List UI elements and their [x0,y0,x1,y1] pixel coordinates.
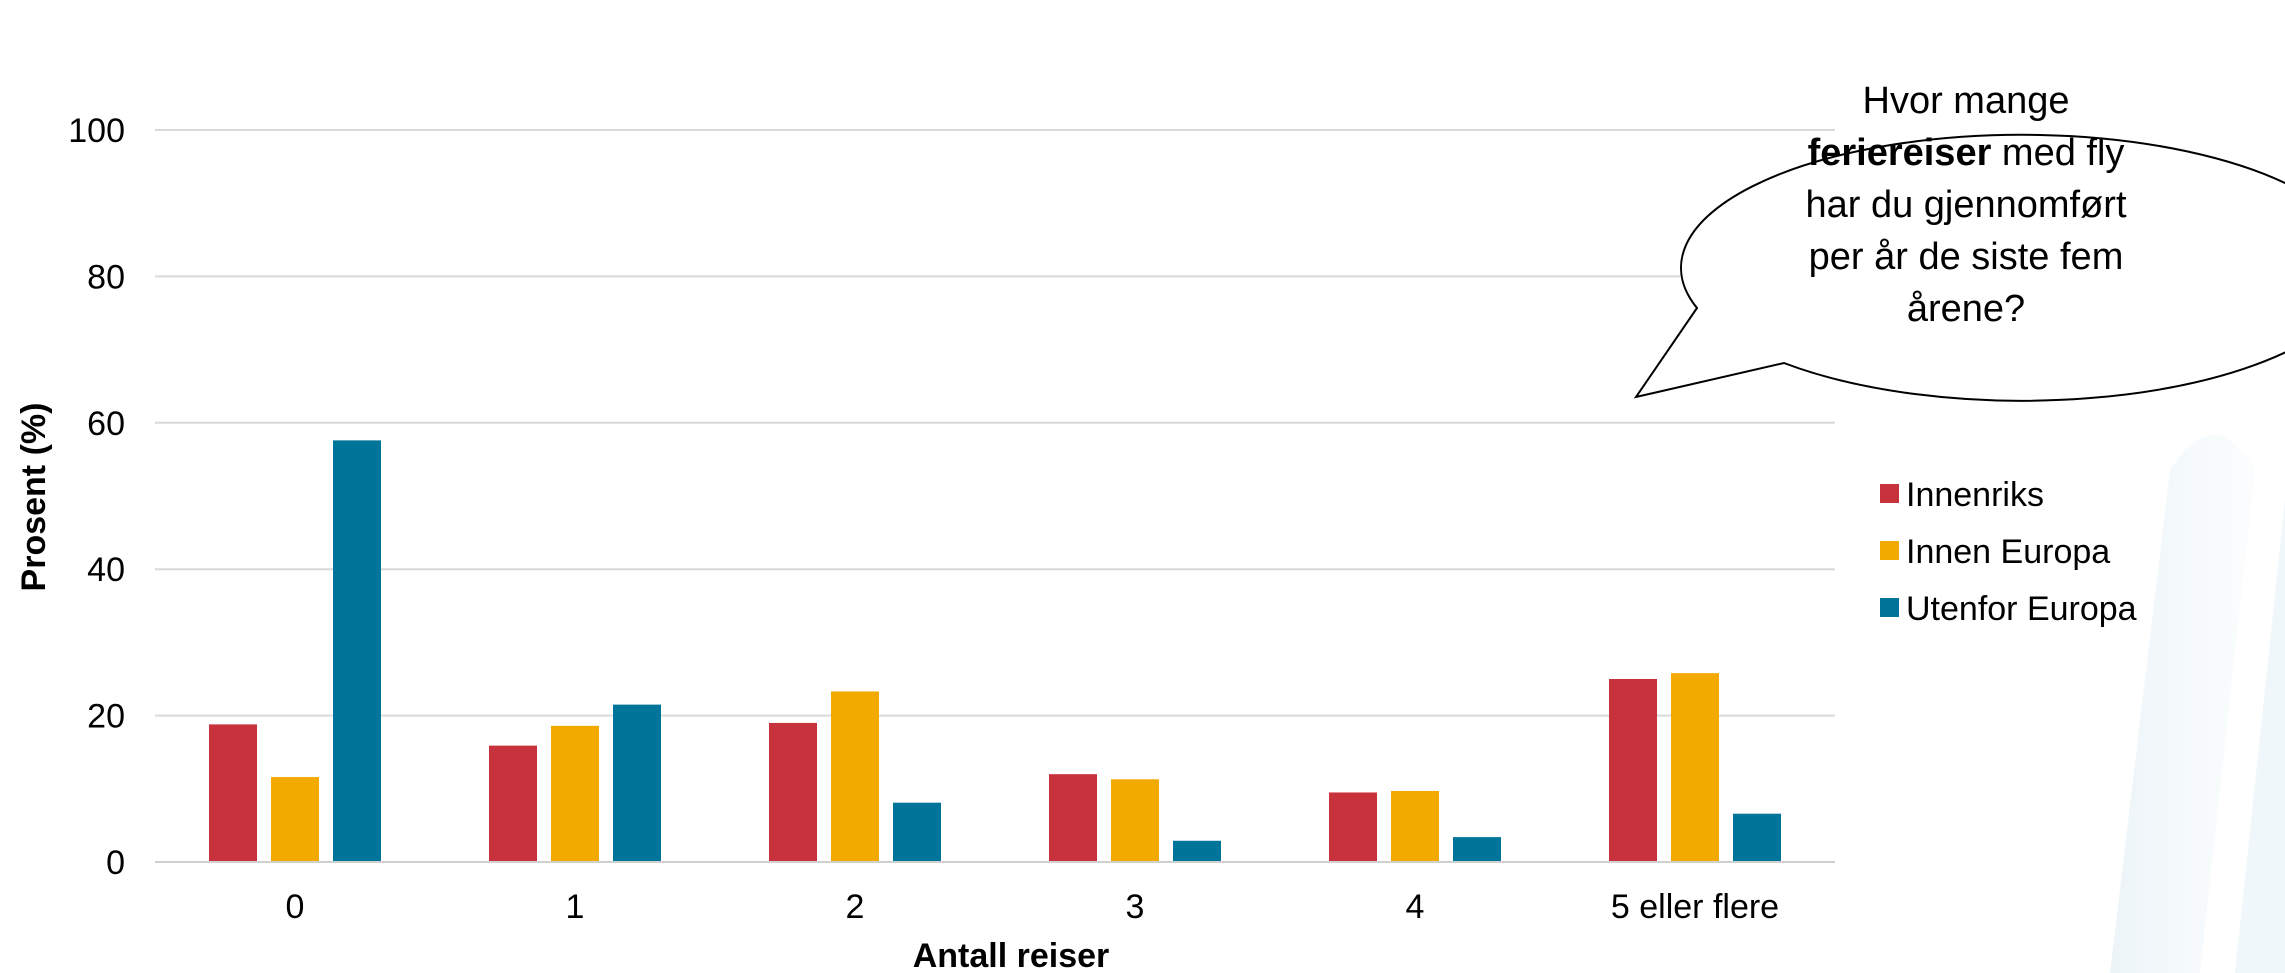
bar [1049,774,1097,862]
bar [831,691,879,862]
x-tick-label: 3 [1126,888,1145,926]
speech-bubble-line: feriereiser med fly [1808,132,2125,174]
speech-bubble-text-run: har du gjennomført [1805,184,2126,226]
x-tick-label: 1 [566,888,585,926]
speech-bubble-text: Hvor mange feriereiser med fly har du gjen… [1805,80,2126,330]
bars [209,440,1781,862]
bar [271,777,319,862]
x-tick-label: 2 [846,888,865,926]
speech-bubble-line: årene? [1907,288,2025,330]
legend-label: Innen Europa [1906,533,2110,571]
legend-swatch [1880,484,1899,503]
y-axis-ticks: 0 20 40 60 80 100 [68,112,125,882]
x-axis-title: Antall reiser [913,937,1110,973]
bar [613,704,661,862]
y-tick-label: 60 [87,405,125,443]
bar [1671,673,1719,862]
speech-bubble: Hvor mange feriereiser med fly har du gjen… [1633,80,2285,402]
x-tick-label: 4 [1406,888,1425,926]
y-tick-label: 0 [106,844,125,882]
bar [489,745,537,862]
legend-swatch [1880,598,1899,617]
bar [1453,837,1501,862]
speech-bubble-text-run: årene? [1907,288,2025,330]
legend: Innenriks Innen Europa Utenfor Europa [1880,476,2137,628]
legend-label: Innenriks [1906,476,2044,514]
x-tick-label: 5 eller flere [1611,888,1779,926]
speech-bubble-shape [1633,133,2285,402]
y-tick-label: 80 [87,258,125,296]
speech-bubble-text-run: per år de siste fem [1809,236,2124,278]
gridlines [155,129,1835,717]
bar [1733,813,1781,862]
bar [1391,790,1439,862]
legend-swatch [1880,541,1899,560]
bar [1173,840,1221,862]
speech-bubble-line: har du gjennomført [1805,184,2126,226]
bar [1111,779,1159,862]
bar [209,724,257,862]
y-tick-label: 100 [68,112,125,150]
y-tick-label: 40 [87,551,125,589]
speech-bubble-text-run: Hvor mange [1863,80,2070,122]
bar [893,802,941,862]
speech-bubble-text-run: med fly [1991,132,2124,174]
bar [769,722,817,862]
legend-label: Utenfor Europa [1906,590,2137,628]
y-tick-label: 20 [87,698,125,736]
speech-bubble-line: per år de siste fem [1809,236,2124,278]
bar [1329,792,1377,862]
bar [1609,679,1657,862]
speech-bubble-line: Hvor mange [1863,80,2070,122]
bar [333,440,381,862]
background-decoration [2110,435,2285,973]
x-axis-ticks: 0 1 2 3 4 5 eller flere [286,888,1780,926]
speech-bubble-bold-text: feriereiser [1808,132,1992,174]
y-axis-title: Prosent (%) [15,403,53,592]
bar [551,725,599,862]
x-tick-label: 0 [286,888,305,926]
